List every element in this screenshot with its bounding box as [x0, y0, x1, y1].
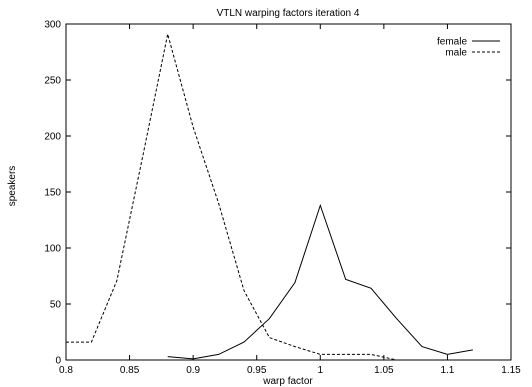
y-tick-label: 100	[44, 244, 61, 255]
y-axis-label: speakers	[7, 166, 18, 207]
x-tick-label: 0.9	[186, 365, 200, 376]
x-tick-label: 0.95	[247, 365, 267, 376]
axes	[65, 23, 512, 361]
series-line-female	[167, 203, 473, 360]
series-line-male	[66, 33, 397, 361]
x-tick-label: 0.8	[59, 365, 73, 376]
x-tick-label: 1.05	[374, 365, 394, 376]
series-group	[66, 33, 473, 361]
y-tick-label: 0	[55, 356, 61, 367]
x-tick-label: 1	[318, 365, 324, 376]
x-tick-label: 1.1	[440, 365, 454, 376]
y-tick-label: 150	[44, 188, 61, 199]
x-tick-label: 0.85	[120, 365, 140, 376]
x-axis-label: warp factor	[262, 376, 313, 387]
y-tick-label: 50	[50, 300, 62, 311]
plot-frame	[65, 23, 512, 361]
y-tick-label: 250	[44, 76, 61, 87]
y-tick-label: 300	[44, 20, 61, 31]
x-tick-label: 1.15	[501, 365, 521, 376]
legend-label-female: female	[437, 37, 467, 48]
chart-title: VTLN warping factors iteration 4	[217, 8, 360, 19]
ticks: 0.8 0.85 0.9 0.95 1 1.05 1.1 1.15 0 50 100 150 200 25…	[44, 20, 521, 377]
legend-label-male: male	[445, 48, 467, 59]
y-tick-label: 200	[44, 132, 61, 143]
